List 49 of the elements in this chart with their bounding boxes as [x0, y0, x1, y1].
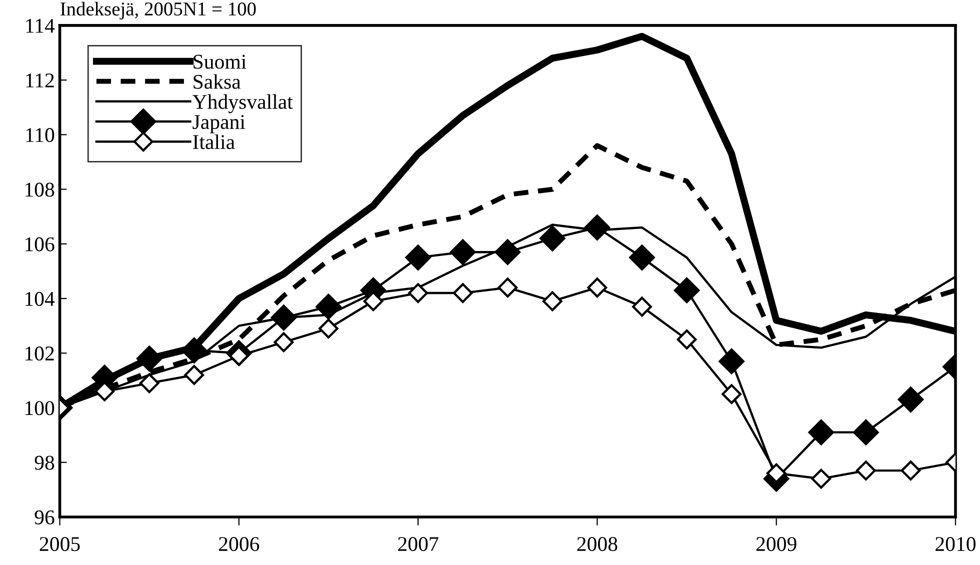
point — [450, 239, 476, 265]
x-tick-label: 2009 — [756, 537, 796, 552]
point — [811, 468, 832, 489]
x-tick-label: 2010 — [936, 537, 976, 552]
y-tick-label: 112 — [26, 73, 54, 88]
x-tick-label: 2007 — [398, 537, 438, 552]
y-tick-label: 102 — [26, 346, 54, 361]
point — [542, 291, 562, 312]
point — [318, 318, 338, 338]
legend-label: Suomi — [194, 54, 246, 69]
point — [452, 283, 473, 303]
point — [853, 419, 879, 446]
point — [498, 278, 518, 298]
point — [632, 296, 652, 317]
point — [494, 239, 521, 265]
point — [808, 419, 834, 446]
y-tick-label: 106 — [26, 237, 54, 252]
y-tick-label: 100 — [26, 401, 54, 416]
point — [408, 283, 428, 303]
x-tick-label: 2006 — [219, 537, 260, 552]
point — [540, 226, 566, 252]
point — [718, 348, 744, 374]
point — [316, 294, 342, 320]
point — [405, 244, 431, 270]
point — [898, 386, 924, 412]
point — [139, 373, 160, 394]
x-tick-label: 2008 — [577, 537, 618, 552]
point — [629, 244, 655, 270]
x-tick-label: 2005 — [40, 537, 80, 552]
point — [184, 365, 204, 385]
legend-label: Yhdysvallat — [192, 94, 293, 114]
point — [274, 332, 294, 352]
point — [900, 460, 921, 480]
legend-label: Italia — [193, 134, 235, 150]
y-tick-label: 104 — [26, 292, 55, 306]
chart-title: Indeksejä, 2005N1 = 100 — [60, 2, 256, 20]
legend-label: Japani — [192, 115, 246, 134]
y-tick-label: 98 — [34, 456, 54, 470]
y-tick-label: 110 — [26, 128, 54, 142]
point — [674, 277, 700, 304]
point — [676, 330, 697, 350]
legend-label: Saksa — [194, 74, 241, 89]
point — [722, 384, 742, 404]
point — [587, 278, 608, 298]
y-tick-label: 114 — [26, 18, 55, 33]
y-tick-label: 96 — [34, 510, 54, 524]
point — [584, 214, 610, 240]
y-tick-label: 108 — [26, 182, 54, 197]
point — [856, 460, 876, 480]
